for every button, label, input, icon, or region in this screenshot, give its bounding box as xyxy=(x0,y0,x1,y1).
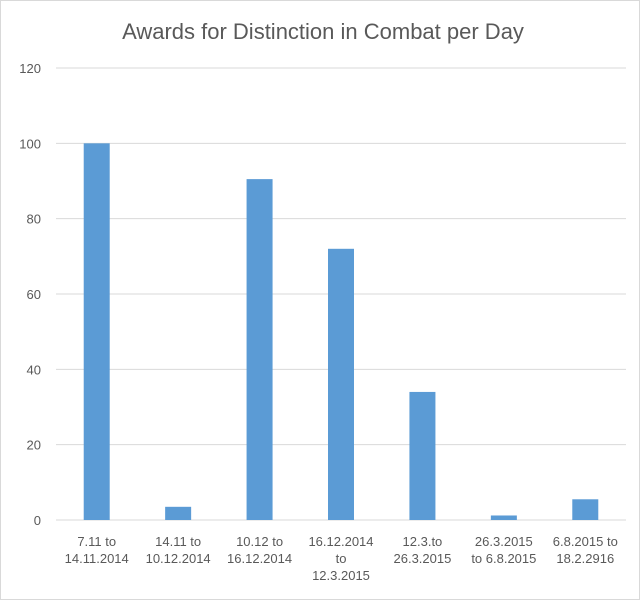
y-tick-label: 100 xyxy=(19,136,41,151)
bar xyxy=(246,179,273,520)
bar xyxy=(165,506,192,520)
bar xyxy=(83,143,110,521)
y-tick-label: 0 xyxy=(34,513,41,528)
y-tick-label: 20 xyxy=(27,438,41,453)
y-tick-label: 80 xyxy=(27,212,41,227)
x-category-label-line: 14.11.2014 xyxy=(65,551,129,566)
y-axis-ticks: 0 20 40 60 80 100 120 xyxy=(19,61,41,528)
x-category-label: 10.12 to 16.12.2014 xyxy=(227,534,292,566)
x-category-label-line: 26.3.2015 xyxy=(394,551,452,566)
x-category-label: 16.12.2014 to 12.3.2015 xyxy=(308,534,373,583)
x-category-label-line: 16.12.2014 xyxy=(308,534,373,549)
bar xyxy=(490,515,517,520)
bar xyxy=(409,391,436,520)
y-tick-label: 40 xyxy=(27,362,41,377)
x-category-label-line: to 6.8.2015 xyxy=(471,551,536,566)
x-axis-labels: 7.11 to 14.11.2014 14.11 to 10.12.2014 10.12… xyxy=(65,534,618,583)
x-category-label-line: 6.8.2015 to xyxy=(553,534,618,549)
x-category-label-line: 26.3.2015 xyxy=(475,534,533,549)
x-category-label-line: 12.3.2015 xyxy=(312,568,370,583)
x-category-label: 12.3.to 26.3.2015 xyxy=(394,534,452,566)
x-category-label-line: 18.2.2916 xyxy=(556,551,614,566)
x-category-label-line: to xyxy=(336,551,347,566)
x-category-label-line: 16.12.2014 xyxy=(227,551,292,566)
x-category-label: 6.8.2015 to 18.2.2916 xyxy=(553,534,618,566)
bar xyxy=(328,248,354,521)
chart-title: Awards for Distinction in Combat per Day xyxy=(122,19,524,44)
x-category-label-line: 7.11 to xyxy=(77,534,116,549)
x-category-label-line: 12.3.to xyxy=(403,534,443,549)
x-category-label: 14.11 to 10.12.2014 xyxy=(146,534,211,566)
x-category-label: 26.3.2015 to 6.8.2015 xyxy=(471,534,536,566)
x-category-label-line: 14.11 to xyxy=(155,534,201,549)
bar xyxy=(572,499,599,520)
bars xyxy=(83,143,599,521)
y-tick-label: 120 xyxy=(19,61,41,76)
x-category-label-line: 10.12.2014 xyxy=(146,551,211,566)
x-category-label: 7.11 to 14.11.2014 xyxy=(65,534,129,566)
x-category-label-line: 10.12 to xyxy=(236,534,283,549)
y-tick-label: 60 xyxy=(27,287,41,302)
